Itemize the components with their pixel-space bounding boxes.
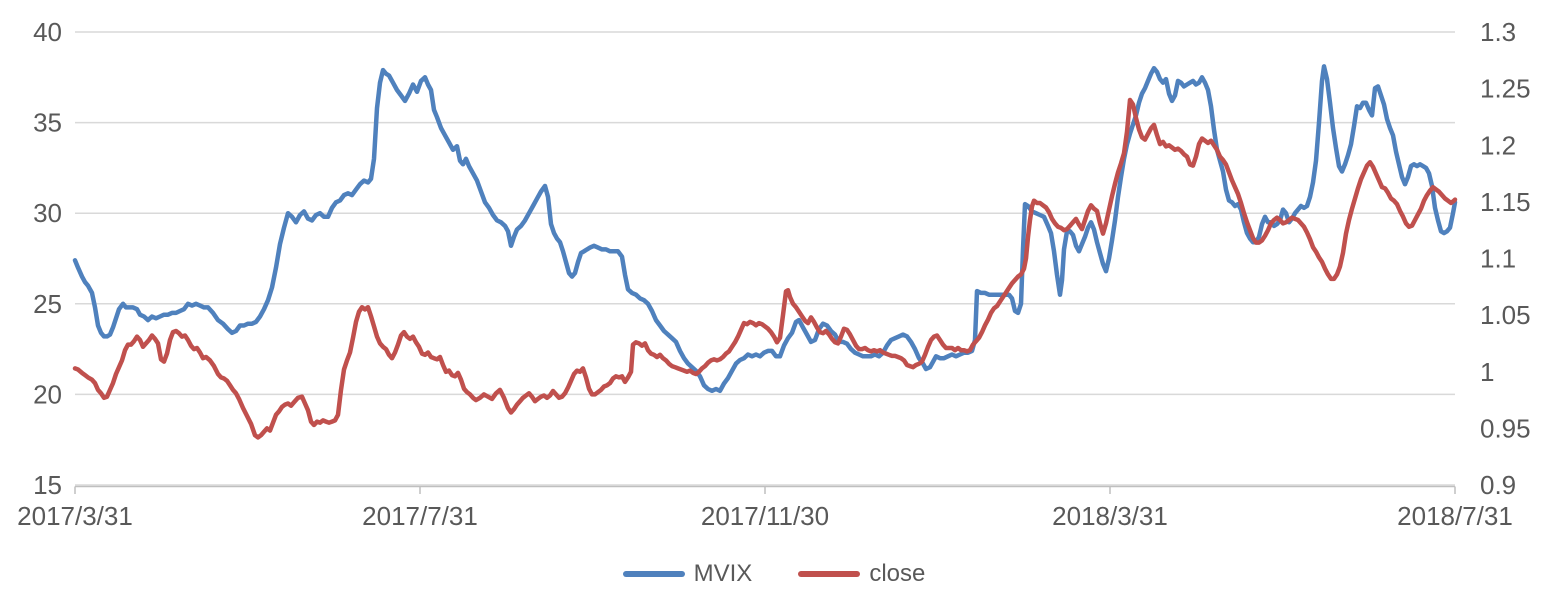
right-axis-tick-label: 1.25 (1480, 74, 1531, 104)
left-axis-tick-label: 15 (33, 470, 62, 500)
legend-item-mvix[interactable]: MVIX (622, 560, 753, 587)
right-axis-tick-label: 0.9 (1480, 470, 1516, 500)
close-series-line[interactable] (72, 97, 1458, 440)
left-axis-tick-label: 40 (33, 17, 62, 47)
right-axis-tick-label: 1 (1480, 357, 1494, 387)
legend-label-close: close (869, 560, 926, 587)
right-axis-tick-label: 1.1 (1480, 244, 1516, 274)
mvix-line-swatch-icon (622, 571, 685, 577)
left-axis-tick-label: 25 (33, 289, 62, 319)
left-axis-tick-label: 20 (33, 379, 62, 409)
left-axis-tick-label: 35 (33, 108, 62, 138)
legend-item-close[interactable]: close (798, 562, 925, 586)
x-axis-tick-label: 2017/11/30 (701, 501, 829, 531)
right-axis-tick-label: 1.3 (1480, 17, 1516, 47)
legend-label-mvix: MVIX (693, 560, 753, 587)
left-axis-tick-label: 30 (33, 198, 62, 228)
x-axis-tick-label: 2017/7/31 (362, 501, 478, 531)
close-line-swatch-icon (798, 571, 861, 577)
x-axis-tick-label: 2017/3/31 (17, 501, 133, 531)
x-axis-tick-label: 2018/7/31 (1397, 501, 1513, 531)
right-axis-tick-label: 1.15 (1480, 187, 1531, 217)
x-axis-tick-label: 2018/3/31 (1052, 501, 1168, 531)
chart-legend: MVIX close (0, 562, 1548, 586)
right-axis-tick-label: 0.95 (1480, 413, 1531, 443)
right-axis-tick-label: 1.2 (1480, 130, 1516, 160)
right-axis-tick-label: 1.05 (1480, 300, 1531, 330)
